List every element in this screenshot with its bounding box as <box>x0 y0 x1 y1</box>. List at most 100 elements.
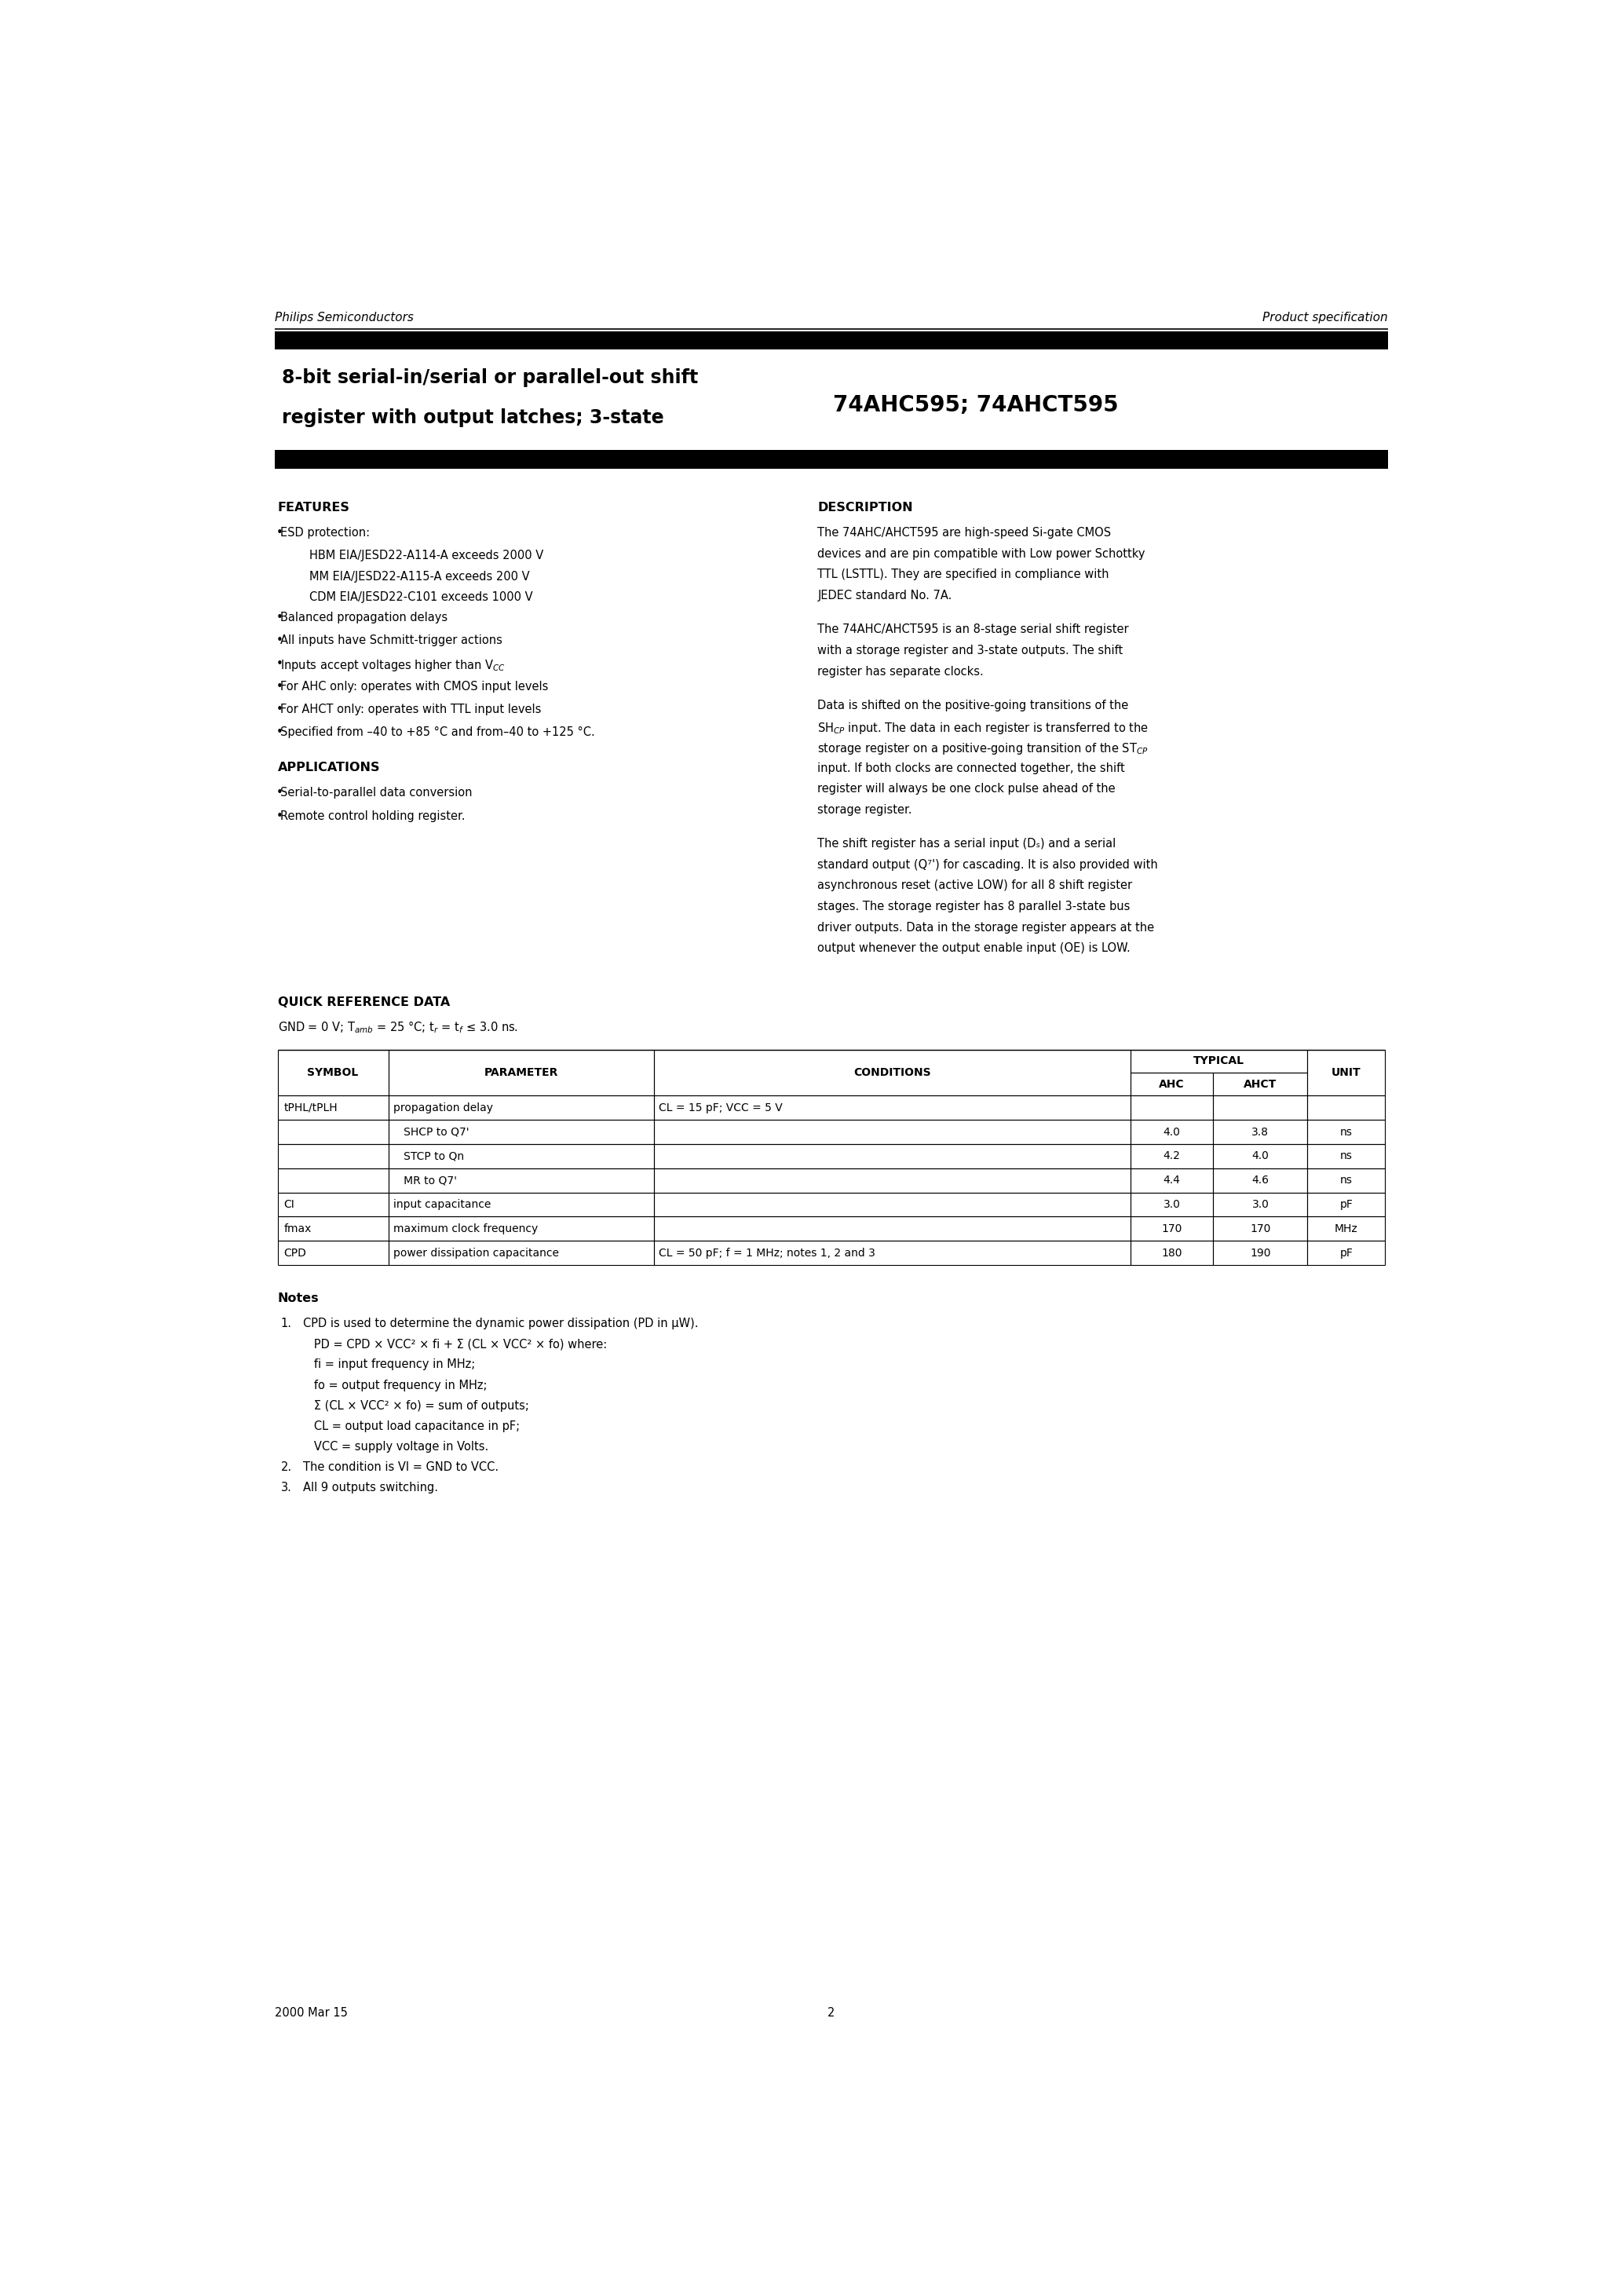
Text: Remote control holding register.: Remote control holding register. <box>281 810 466 822</box>
Text: storage register on a positive-going transition of the ST$_{CP}$: storage register on a positive-going tra… <box>817 742 1148 755</box>
Text: power dissipation capacitance: power dissipation capacitance <box>393 1247 560 1258</box>
Text: •: • <box>276 611 284 625</box>
Text: devices and are pin compatible with Low power Schottky: devices and are pin compatible with Low … <box>817 549 1145 560</box>
Text: •: • <box>276 657 284 670</box>
Text: CPD is used to determine the dynamic power dissipation (PD in μW).: CPD is used to determine the dynamic pow… <box>303 1318 699 1329</box>
Text: register has separate clocks.: register has separate clocks. <box>817 666 985 677</box>
Text: CI: CI <box>284 1199 295 1210</box>
Text: •: • <box>276 726 284 739</box>
Text: The 74AHC/AHCT595 are high-speed Si-gate CMOS: The 74AHC/AHCT595 are high-speed Si-gate… <box>817 528 1111 540</box>
Text: APPLICATIONS: APPLICATIONS <box>277 762 380 774</box>
Text: input. If both clocks are connected together, the shift: input. If both clocks are connected toge… <box>817 762 1126 774</box>
Text: tPHL/tPLH: tPHL/tPLH <box>284 1102 337 1114</box>
Text: All 9 outputs switching.: All 9 outputs switching. <box>303 1481 438 1495</box>
Text: with a storage register and 3-state outputs. The shift: with a storage register and 3-state outp… <box>817 645 1122 657</box>
Text: 4.6: 4.6 <box>1252 1176 1268 1185</box>
Text: •: • <box>276 680 284 693</box>
Text: •: • <box>276 788 284 799</box>
Text: FEATURES: FEATURES <box>277 501 350 514</box>
Text: asynchronous reset (active LOW) for all 8 shift register: asynchronous reset (active LOW) for all … <box>817 879 1132 891</box>
Text: pF: pF <box>1340 1199 1353 1210</box>
Text: For AHC only: operates with CMOS input levels: For AHC only: operates with CMOS input l… <box>281 680 548 693</box>
Text: GND = 0 V; T$_{amb}$ = 25 °C; t$_{r}$ = t$_{f}$ ≤ 3.0 ns.: GND = 0 V; T$_{amb}$ = 25 °C; t$_{r}$ = … <box>277 1019 517 1035</box>
Text: For AHCT only: operates with TTL input levels: For AHCT only: operates with TTL input l… <box>281 703 542 716</box>
Text: Balanced propagation delays: Balanced propagation delays <box>281 611 448 625</box>
Text: maximum clock frequency: maximum clock frequency <box>393 1224 539 1235</box>
Text: •: • <box>276 810 284 822</box>
Text: stages. The storage register has 8 parallel 3-state bus: stages. The storage register has 8 paral… <box>817 900 1131 912</box>
Text: ns: ns <box>1340 1150 1353 1162</box>
Text: fmax: fmax <box>284 1224 311 1235</box>
Text: 4.0: 4.0 <box>1163 1127 1181 1137</box>
Text: 3.: 3. <box>281 1481 292 1495</box>
Text: 2000 Mar 15: 2000 Mar 15 <box>274 2007 347 2018</box>
Text: ns: ns <box>1340 1176 1353 1185</box>
Text: CDM EIA/JESD22-C101 exceeds 1000 V: CDM EIA/JESD22-C101 exceeds 1000 V <box>310 590 532 604</box>
Text: PD = CPD × VCC² × fi + Σ (CL × VCC² × fo) where:: PD = CPD × VCC² × fi + Σ (CL × VCC² × fo… <box>303 1339 607 1350</box>
Text: output whenever the output enable input (OE) is LOW.: output whenever the output enable input … <box>817 941 1131 955</box>
Text: Product specification: Product specification <box>1262 312 1388 324</box>
Text: Philips Semiconductors: Philips Semiconductors <box>274 312 414 324</box>
Text: •: • <box>276 634 284 647</box>
Text: 190: 190 <box>1251 1247 1270 1258</box>
Text: SH$_{CP}$ input. The data in each register is transferred to the: SH$_{CP}$ input. The data in each regist… <box>817 721 1148 735</box>
Text: Inputs accept voltages higher than V$_{CC}$: Inputs accept voltages higher than V$_{C… <box>281 657 506 673</box>
Text: 2.: 2. <box>281 1463 292 1474</box>
Text: VCC = supply voltage in Volts.: VCC = supply voltage in Volts. <box>303 1442 488 1453</box>
Text: AHCT: AHCT <box>1244 1079 1277 1091</box>
Bar <box>274 331 1388 349</box>
Text: The condition is VI = GND to VCC.: The condition is VI = GND to VCC. <box>303 1463 498 1474</box>
Text: HBM EIA/JESD22-A114-A exceeds 2000 V: HBM EIA/JESD22-A114-A exceeds 2000 V <box>310 551 543 563</box>
Text: All inputs have Schmitt-trigger actions: All inputs have Schmitt-trigger actions <box>281 634 503 647</box>
Text: CL = output load capacitance in pF;: CL = output load capacitance in pF; <box>303 1421 521 1433</box>
Text: TTL (LSTTL). They are specified in compliance with: TTL (LSTTL). They are specified in compl… <box>817 569 1109 581</box>
Text: PARAMETER: PARAMETER <box>483 1068 558 1079</box>
Text: Serial-to-parallel data conversion: Serial-to-parallel data conversion <box>281 788 472 799</box>
Text: STCP to Qn: STCP to Qn <box>393 1150 464 1162</box>
Text: 3.0: 3.0 <box>1163 1199 1181 1210</box>
Text: propagation delay: propagation delay <box>393 1102 493 1114</box>
Text: register with output latches; 3-state: register with output latches; 3-state <box>282 409 663 427</box>
Text: 3.8: 3.8 <box>1252 1127 1268 1137</box>
Text: 4.2: 4.2 <box>1163 1150 1181 1162</box>
Text: 3.0: 3.0 <box>1252 1199 1268 1210</box>
Text: SYMBOL: SYMBOL <box>307 1068 358 1079</box>
Text: CL = 50 pF; f = 1 MHz; notes 1, 2 and 3: CL = 50 pF; f = 1 MHz; notes 1, 2 and 3 <box>659 1247 876 1258</box>
Text: DESCRIPTION: DESCRIPTION <box>817 501 913 514</box>
Text: ESD protection:: ESD protection: <box>281 528 370 540</box>
Text: Data is shifted on the positive-going transitions of the: Data is shifted on the positive-going tr… <box>817 700 1129 712</box>
Text: CONDITIONS: CONDITIONS <box>853 1068 931 1079</box>
Text: 1.: 1. <box>281 1318 292 1329</box>
Text: •: • <box>276 703 284 716</box>
Bar <box>274 450 1388 468</box>
Text: SHCP to Q7': SHCP to Q7' <box>393 1127 469 1137</box>
Text: 4.0: 4.0 <box>1252 1150 1268 1162</box>
Text: 170: 170 <box>1161 1224 1182 1235</box>
Text: pF: pF <box>1340 1247 1353 1258</box>
Text: register will always be one clock pulse ahead of the: register will always be one clock pulse … <box>817 783 1116 794</box>
Text: input capacitance: input capacitance <box>393 1199 491 1210</box>
Text: fi = input frequency in MHz;: fi = input frequency in MHz; <box>303 1359 475 1371</box>
Text: UNIT: UNIT <box>1332 1068 1361 1079</box>
Text: MM EIA/JESD22-A115-A exceeds 200 V: MM EIA/JESD22-A115-A exceeds 200 V <box>310 572 529 583</box>
Text: Specified from –40 to +85 °C and from–40 to +125 °C.: Specified from –40 to +85 °C and from–40… <box>281 726 595 739</box>
Text: 170: 170 <box>1251 1224 1270 1235</box>
Text: Σ (CL × VCC² × fo) = sum of outputs;: Σ (CL × VCC² × fo) = sum of outputs; <box>303 1401 529 1412</box>
Text: The 74AHC/AHCT595 is an 8-stage serial shift register: The 74AHC/AHCT595 is an 8-stage serial s… <box>817 625 1129 636</box>
Text: ns: ns <box>1340 1127 1353 1137</box>
Text: QUICK REFERENCE DATA: QUICK REFERENCE DATA <box>277 996 449 1008</box>
Text: driver outputs. Data in the storage register appears at the: driver outputs. Data in the storage regi… <box>817 921 1155 934</box>
Text: fo = output frequency in MHz;: fo = output frequency in MHz; <box>303 1380 487 1391</box>
Text: The shift register has a serial input (Dₛ) and a serial: The shift register has a serial input (D… <box>817 838 1116 850</box>
Text: CL = 15 pF; VCC = 5 V: CL = 15 pF; VCC = 5 V <box>659 1102 783 1114</box>
Text: JEDEC standard No. 7A.: JEDEC standard No. 7A. <box>817 590 952 602</box>
Text: 2: 2 <box>827 2007 835 2018</box>
Text: AHC: AHC <box>1160 1079 1184 1091</box>
Text: 74AHC595; 74AHCT595: 74AHC595; 74AHCT595 <box>832 395 1118 416</box>
Text: MHz: MHz <box>1335 1224 1358 1235</box>
Text: MR to Q7': MR to Q7' <box>393 1176 457 1185</box>
Text: •: • <box>276 528 284 540</box>
Text: 4.4: 4.4 <box>1163 1176 1181 1185</box>
Text: standard output (Q⁷') for cascading. It is also provided with: standard output (Q⁷') for cascading. It … <box>817 859 1158 870</box>
Text: 8-bit serial-in/serial or parallel-out shift: 8-bit serial-in/serial or parallel-out s… <box>282 370 697 388</box>
